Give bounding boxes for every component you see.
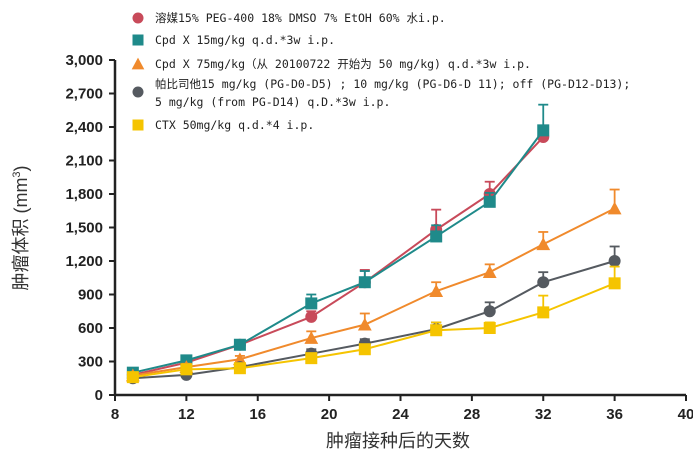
data-point [536,237,551,251]
series-1 [126,131,550,381]
legend-item-1: 溶媒15% PEG-400 18% DMSO 7% EtOH 60% 水i.p. [132,11,446,25]
data-point [608,255,621,267]
x-tick-label: 16 [249,406,266,423]
legend-item-2: Cpd X 15mg/kg q.d.*3w i.p. [132,33,335,47]
legend-label: 溶媒15% PEG-400 18% DMSO 7% EtOH 60% 水i.p. [155,11,446,25]
data-point [482,265,497,279]
y-tick-label: 2,100 [65,153,103,170]
data-point [430,324,443,337]
data-point [483,305,496,318]
y-axis-title-close: ) [11,165,31,171]
y-tick-label: 1,200 [65,253,103,270]
legend-item-4: 帕比司他15 mg/kg (PG-D0-D5) ; 10 mg/kg (PG-D… [132,77,630,109]
legend-marker [132,12,144,24]
y-axis-title: 肿瘤体积 (mm3) [11,165,31,290]
legend-marker [132,119,144,131]
x-tick-label: 28 [464,406,481,423]
data-point [305,352,318,365]
legend-label: CTX 50mg/kg q.d.*4 i.p. [155,118,314,132]
legend-marker [131,57,145,70]
axes: 8 12 16 20 24 28 32 36 40 0 300 600 900 1,200 1,500 1,8… [65,52,693,423]
series-line [132,129,545,374]
series-5 [126,265,621,384]
legend-label: Cpd X 15mg/kg q.d.*3w i.p. [155,33,335,47]
data-point [430,230,443,243]
x-axis-title: 肿瘤接种后的天数 [326,431,470,451]
plot-area [125,103,622,385]
y-tick-label: 1,800 [65,186,103,203]
y-tick-label: 900 [78,287,103,304]
y-axis-title-superscript: 3 [11,171,23,177]
y-tick-label: 3,000 [65,52,103,69]
series-line [132,136,544,376]
data-point [358,343,371,356]
x-tick-label: 20 [321,406,338,423]
legend-label-line: 帕比司他15 mg/kg (PG-D0-D5) ; 10 mg/kg (PG-D… [155,77,630,91]
legend-label-line: 5 mg/kg (from PG-D14) q.D.*3w i.p. [155,95,390,109]
y-axis-title-main: 肿瘤体积 (mm [11,178,31,291]
data-point [607,201,622,215]
legend-label: 帕比司他15 mg/kg (PG-D0-D5) ; 10 mg/kg (PG-D… [155,77,630,109]
data-point [233,352,247,366]
data-point [305,297,318,310]
y-tick-label: 2,700 [65,86,103,103]
legend-label: Cpd X 75mg/kg（从 20100722 开始为 50 mg/kg) q… [155,57,531,71]
series-2 [126,103,550,379]
legend-marker [132,34,144,46]
x-tick-label: 12 [178,406,195,423]
y-tick-label: 0 [95,387,103,404]
data-point [357,317,372,331]
y-tick-label: 2,400 [65,119,103,136]
legend: 溶媒15% PEG-400 18% DMSO 7% EtOH 60% 水i.p.… [131,11,630,132]
x-tick-label: 32 [535,406,552,423]
x-tick-label: 24 [392,406,409,423]
data-point [304,331,319,344]
data-point [537,124,550,137]
data-point [608,277,621,290]
data-point [305,310,318,323]
data-point [537,306,550,319]
x-tick-label: 40 [678,406,693,423]
legend-item-5: CTX 50mg/kg q.d.*4 i.p. [132,118,314,132]
y-tick-label: 300 [78,354,103,371]
data-point [233,338,246,351]
data-point [126,371,139,384]
data-point [483,322,496,334]
data-point [358,276,371,289]
legend-marker [132,86,144,98]
data-point [180,363,193,376]
data-point [537,276,550,289]
data-point [233,362,246,375]
x-tick-label: 36 [606,406,623,423]
data-point [429,284,444,298]
legend-item-3: Cpd X 75mg/kg（从 20100722 开始为 50 mg/kg) q… [131,57,531,71]
x-tick-label: 8 [111,406,119,423]
y-tick-label: 1,500 [65,220,103,237]
y-tick-label: 600 [78,320,103,337]
data-point [483,195,496,208]
